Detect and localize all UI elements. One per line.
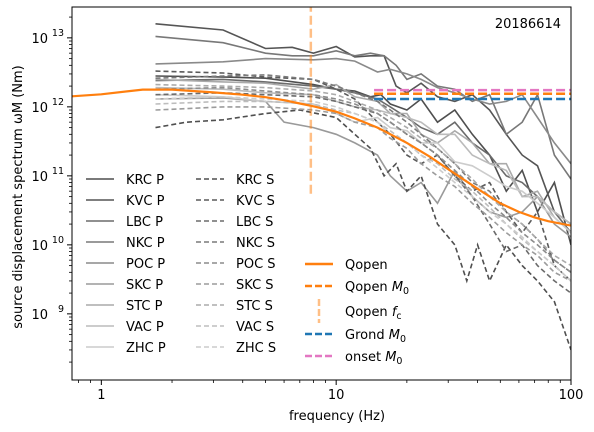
series-nkc-p	[155, 35, 571, 180]
series-zhc-s	[155, 95, 571, 282]
legend-label-onset-m0: onset M0	[345, 350, 402, 367]
series-vac-p	[155, 86, 571, 225]
legend-label-grond-m0: Grond M0	[345, 328, 406, 345]
legend-label-krc-p: KRC P	[126, 173, 164, 188]
series-krc-s	[155, 109, 571, 351]
event-id-label: 20186614	[495, 17, 561, 32]
y-tick-exponent: 12	[52, 97, 64, 108]
legend-label-skc-p: SKC P	[126, 278, 163, 293]
series-stc-p	[155, 78, 571, 234]
legend-label-stc-s: STC S	[236, 299, 273, 314]
x-tick-label: 100	[559, 388, 584, 403]
series-kvc-s	[155, 70, 571, 282]
series-skc-s	[155, 106, 571, 282]
series-stc-s	[155, 83, 571, 267]
legend-label-vac-s: VAC S	[236, 320, 274, 335]
legend-label-vac-p: VAC P	[126, 320, 164, 335]
y-axis-label: source displacement spectrum ωM (Nm)	[11, 65, 26, 328]
legend-label-qopen-m0: Qopen M0	[345, 280, 409, 297]
legend-label-kvc-p: KVC P	[126, 194, 165, 209]
y-tick-exponent: 9	[58, 304, 64, 315]
y-tick-exponent: 13	[52, 28, 64, 39]
series-krc-p	[155, 75, 571, 246]
y-tick-label: 10	[31, 32, 48, 47]
y-tick-label: 10	[31, 308, 48, 323]
series-qopen	[72, 88, 571, 227]
legend: KRC P KVC P LBC P NKC P POC P SKC P STC P VAC P…	[86, 173, 409, 367]
legend-label-stc-p: STC P	[126, 299, 163, 314]
axes: 1 10 100 10 9 10 10 10 11 10 12 10 13	[31, 6, 584, 403]
x-tick-label: 1	[97, 388, 105, 403]
series-lbc-p	[155, 78, 571, 234]
legend-label-poc-p: POC P	[126, 257, 165, 272]
y-tick-label: 10	[31, 239, 48, 254]
legend-label-kvc-s: KVC S	[236, 194, 275, 209]
legend-label-skc-s: SKC S	[236, 278, 274, 293]
plot-area	[72, 7, 571, 351]
legend-label-zhc-s: ZHC S	[236, 341, 276, 356]
legend-label-nkc-s: NKC S	[236, 236, 275, 251]
legend-label-nkc-p: NKC P	[126, 236, 165, 251]
legend-label-krc-s: KRC S	[236, 173, 274, 188]
legend-label-qopen: Qopen	[345, 258, 388, 273]
legend-label-lbc-p: LBC P	[126, 215, 163, 230]
plot-frame	[71, 6, 572, 381]
series-zhc-p	[155, 93, 571, 234]
x-axis-label: frequency (Hz)	[289, 409, 385, 424]
y-tick-label: 10	[31, 170, 48, 185]
legend-label-qopen-fc: Qopen fc	[345, 305, 402, 322]
legend-label-zhc-p: ZHC P	[126, 341, 166, 356]
series-vac-s	[155, 100, 571, 282]
y-tick-label: 10	[31, 101, 48, 116]
y-tick-exponent: 10	[52, 235, 64, 246]
y-tick-exponent: 11	[52, 166, 64, 177]
legend-label-poc-s: POC S	[236, 257, 276, 272]
x-tick-label: 10	[328, 388, 345, 403]
series-poc-s	[155, 86, 571, 273]
legend-label-lbc-s: LBC S	[236, 215, 273, 230]
